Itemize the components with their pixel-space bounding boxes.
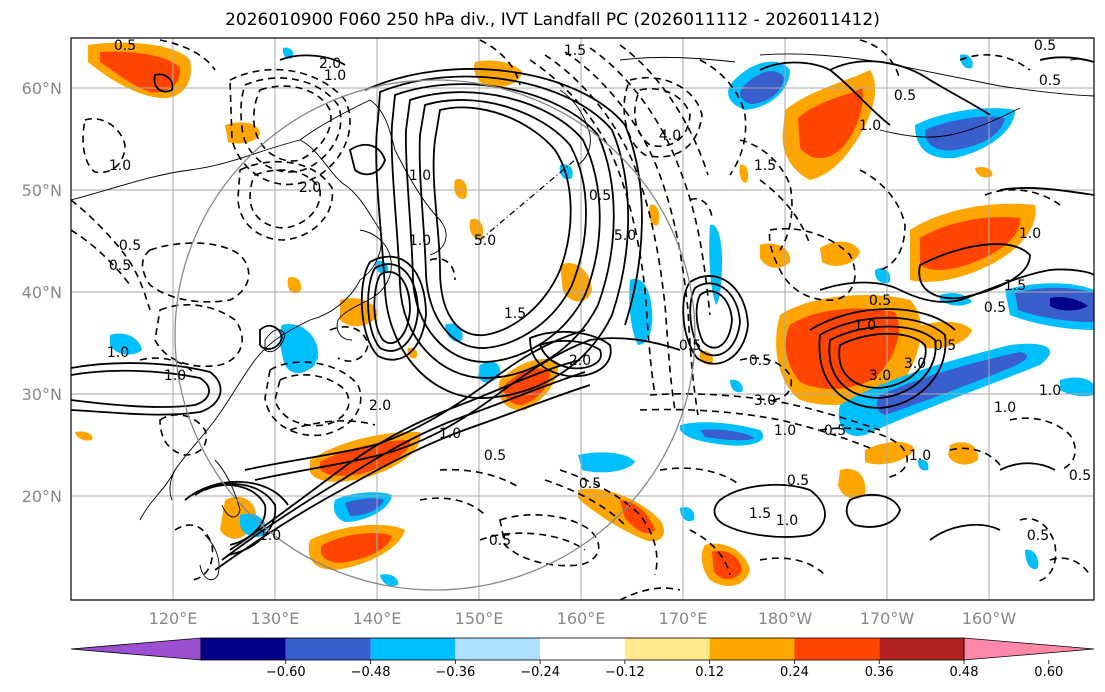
colorbar-box xyxy=(709,638,795,660)
contour-label: 1.0 xyxy=(109,158,131,174)
contour-label: 0.5 xyxy=(1034,38,1056,54)
colorbar-tick-label: 0.24 xyxy=(780,665,809,680)
lat-label-30: 30°N xyxy=(22,385,62,404)
lon-label-160e: 160°E xyxy=(557,609,606,628)
lon-label-170e: 170°E xyxy=(659,609,708,628)
colorbar-box xyxy=(879,638,964,660)
contour-label: 2.0 xyxy=(319,56,341,72)
contour-label: 1.0 xyxy=(1039,383,1061,399)
contour-label: 1.0 xyxy=(1019,226,1041,242)
contour-label: 4.0 xyxy=(659,128,681,144)
colorbar-box xyxy=(794,638,880,660)
contour-label: 0.5 xyxy=(749,353,771,369)
lon-label-150e: 150°E xyxy=(455,609,504,628)
map-title: 2026010900 F060 250 hPa div., IVT Landfa… xyxy=(225,10,880,30)
colorbar-box xyxy=(370,638,456,660)
contour-label: 0.5 xyxy=(1027,528,1049,544)
contour-label: 1.0 xyxy=(859,118,881,134)
contour-label: 1.5 xyxy=(504,306,526,322)
contour-label: 0.5 xyxy=(119,238,141,254)
lat-label-20: 20°N xyxy=(22,487,62,506)
contour-label: 0.5 xyxy=(1069,468,1091,484)
negative-contours xyxy=(71,39,1091,600)
contour-label: 1.0 xyxy=(994,400,1016,416)
contour-label: 1.0 xyxy=(909,448,931,464)
contour-label: 0.5 xyxy=(679,338,701,354)
great-circle-outline xyxy=(174,79,696,591)
contour-label: 1.0 xyxy=(259,528,281,544)
lon-label-170w: 170°W xyxy=(860,609,915,628)
lon-label-120e: 120°E xyxy=(149,609,198,628)
colorbar-tick-label: 0.60 xyxy=(1034,665,1063,680)
map-frame xyxy=(70,37,1095,601)
contour-label: 1.5 xyxy=(564,43,586,59)
colorbar-tick-label: 0.36 xyxy=(865,665,894,680)
colorbar-tick-label: −0.48 xyxy=(351,665,391,680)
contour-label: 5.0 xyxy=(474,233,496,249)
contour-label: 0.5 xyxy=(894,88,916,104)
contour-label: 0.5 xyxy=(824,423,846,439)
contour-label: 0.5 xyxy=(934,338,956,354)
contour-label: 0.5 xyxy=(984,300,1006,316)
colorbar-tick-label: −0.24 xyxy=(520,665,560,680)
contour-label: 0.5 xyxy=(579,476,601,492)
colorbar-outline xyxy=(200,637,965,661)
contour-label: 3.0 xyxy=(904,356,926,372)
contour-label: 0.5 xyxy=(589,188,611,204)
colorbar-box xyxy=(455,638,541,660)
colorbar-box xyxy=(285,638,371,660)
contour-label: 2.0 xyxy=(569,353,591,369)
contour-label: 1.0 xyxy=(164,368,186,384)
colorbar-box xyxy=(201,638,286,660)
lon-label-160w: 160°W xyxy=(962,609,1017,628)
latitude-labels: 60°N 50°N 40°N 30°N 20°N xyxy=(22,79,62,506)
contour-label: 0.5 xyxy=(1039,73,1061,89)
lat-label-40: 40°N xyxy=(22,283,62,302)
colorbar-extend-low xyxy=(70,637,202,661)
contour-label: 1.0 xyxy=(854,318,876,334)
longitude-labels: 120°E 130°E 140°E 150°E 160°E 170°E 180°… xyxy=(149,609,1017,628)
lat-label-50: 50°N xyxy=(22,181,62,200)
contour-label: 1.5 xyxy=(1004,278,1026,294)
contour-label: 1.0 xyxy=(409,233,431,249)
contour-label: 1.5 xyxy=(749,506,771,522)
contour-label: 0.5 xyxy=(787,473,809,489)
contour-label: 2.0 xyxy=(369,398,391,414)
contour-labels: 0.52.01.01.5 0.51.00.50.54.01.51.00.52.01… xyxy=(107,38,1091,549)
colorbar-tick-label: 0.12 xyxy=(695,665,724,680)
contour-label: 1.0 xyxy=(774,423,796,439)
lon-label-140e: 140°E xyxy=(353,609,402,628)
lon-label-180w: 180°W xyxy=(758,609,813,628)
contour-label: 0.5 xyxy=(484,448,506,464)
colorbar-box xyxy=(624,638,710,660)
contour-label: 5.0 xyxy=(614,228,636,244)
contour-label: 1.0 xyxy=(409,168,431,184)
contour-label: 0.5 xyxy=(869,293,891,309)
contour-label: 1.0 xyxy=(107,345,129,361)
colorbar: −0.60 −0.48 −0.36 −0.24 −0.12 0.12 0.24 0.36 0.4… xyxy=(70,637,1095,680)
contour-label: 3.0 xyxy=(754,393,776,409)
contour-label: 0.5 xyxy=(489,533,511,549)
colorbar-tick-label: −0.36 xyxy=(435,665,475,680)
contour-label: 1.0 xyxy=(439,426,461,442)
contour-label: 1.5 xyxy=(754,158,776,174)
map-panel: 0.52.01.01.5 0.51.00.50.54.01.51.00.52.01… xyxy=(71,38,1094,600)
colorbar-extend-high xyxy=(963,637,1095,661)
lat-label-60: 60°N xyxy=(22,79,62,98)
colorbar-box xyxy=(540,638,625,660)
contour-label: 1.0 xyxy=(324,68,346,84)
lon-label-130e: 130°E xyxy=(251,609,300,628)
contour-label: 2.0 xyxy=(299,180,321,196)
contour-label: 0.5 xyxy=(109,258,131,274)
contour-label: 0.5 xyxy=(114,38,136,54)
colorbar-tick-label: −0.12 xyxy=(605,665,645,680)
contour-label: 3.0 xyxy=(869,368,891,384)
colorbar-tick-label: 0.48 xyxy=(950,665,979,680)
contour-label: 1.0 xyxy=(776,513,798,529)
shaded-divergence xyxy=(75,42,1094,586)
colorbar-tick-label: −0.60 xyxy=(266,665,306,680)
